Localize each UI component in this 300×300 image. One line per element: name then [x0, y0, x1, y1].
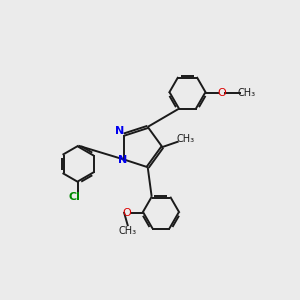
- Text: O: O: [123, 208, 131, 218]
- Text: N: N: [115, 126, 124, 136]
- Text: CH₃: CH₃: [118, 226, 137, 236]
- Text: O: O: [218, 88, 226, 98]
- Text: CH₃: CH₃: [238, 88, 256, 98]
- Text: CH₃: CH₃: [177, 134, 195, 144]
- Text: Cl: Cl: [69, 192, 81, 202]
- Text: N: N: [118, 154, 127, 164]
